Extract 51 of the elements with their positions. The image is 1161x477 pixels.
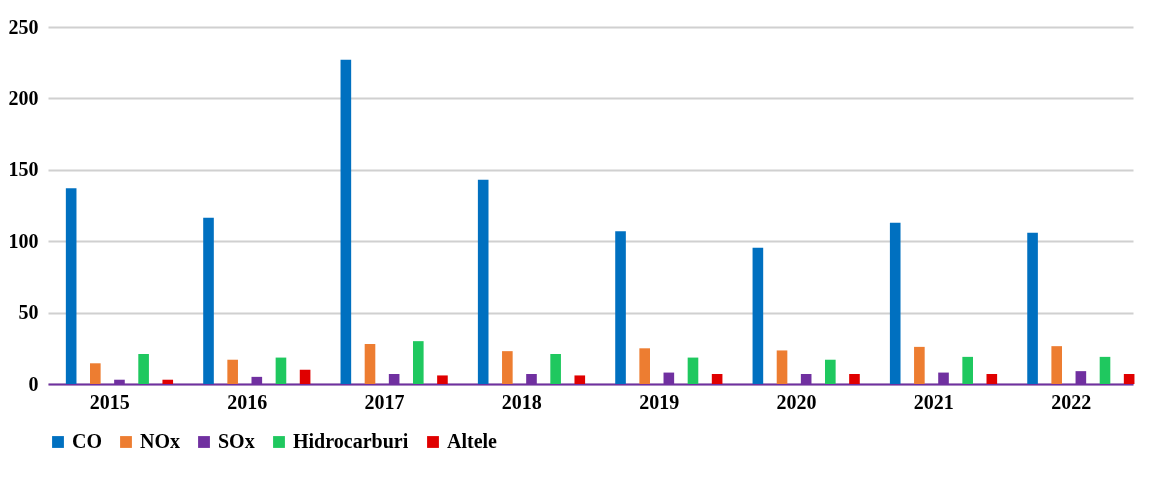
bar — [502, 351, 513, 384]
bar — [550, 354, 561, 384]
x-tick-label: 2021 — [913, 390, 954, 413]
legend-label: Hidrocarburi — [293, 430, 409, 452]
bar — [1123, 374, 1135, 384]
bar — [275, 357, 287, 384]
bar — [687, 357, 699, 384]
bar — [90, 363, 101, 384]
bar — [914, 346, 925, 384]
bar — [1051, 346, 1063, 384]
bar — [1099, 356, 1111, 384]
bar — [962, 356, 973, 384]
x-tick-label: 2022 — [1051, 390, 1092, 413]
bar — [364, 344, 376, 384]
bar — [574, 375, 586, 384]
bar — [889, 222, 901, 384]
bar — [340, 59, 352, 384]
x-tick-label: 2020 — [776, 390, 817, 413]
bar — [138, 354, 149, 384]
bar — [412, 341, 424, 384]
legend-label: NOx — [140, 430, 180, 452]
bar — [752, 247, 764, 384]
x-tick-label: 2015 — [89, 390, 130, 413]
y-tick-label: 50 — [18, 301, 39, 324]
legend-label: CO — [72, 430, 102, 452]
bar — [639, 348, 650, 384]
bar — [849, 374, 860, 384]
bar — [227, 359, 238, 384]
y-tick-label: 100 — [8, 229, 39, 252]
legend-label: SOx — [218, 430, 255, 452]
x-tick-label: 2019 — [639, 390, 680, 413]
y-tick-label: 250 — [8, 15, 39, 38]
x-tick-label: 2018 — [501, 390, 542, 413]
bar — [162, 379, 174, 384]
bar — [1027, 232, 1038, 384]
y-tick-label: 0 — [28, 372, 39, 395]
bar — [776, 350, 788, 384]
bar — [203, 217, 214, 384]
x-tick-label: 2016 — [227, 390, 268, 413]
y-tick-label: 200 — [8, 86, 39, 109]
bar — [65, 188, 77, 384]
bar — [299, 369, 311, 384]
bar — [437, 375, 448, 384]
bar — [825, 359, 836, 384]
x-tick-label: 2017 — [364, 390, 405, 413]
y-tick-label: 150 — [8, 158, 39, 181]
bar — [615, 231, 626, 384]
bar — [986, 374, 998, 384]
legend-label: Altele — [447, 430, 498, 452]
bar — [477, 179, 489, 384]
bar — [711, 374, 723, 384]
